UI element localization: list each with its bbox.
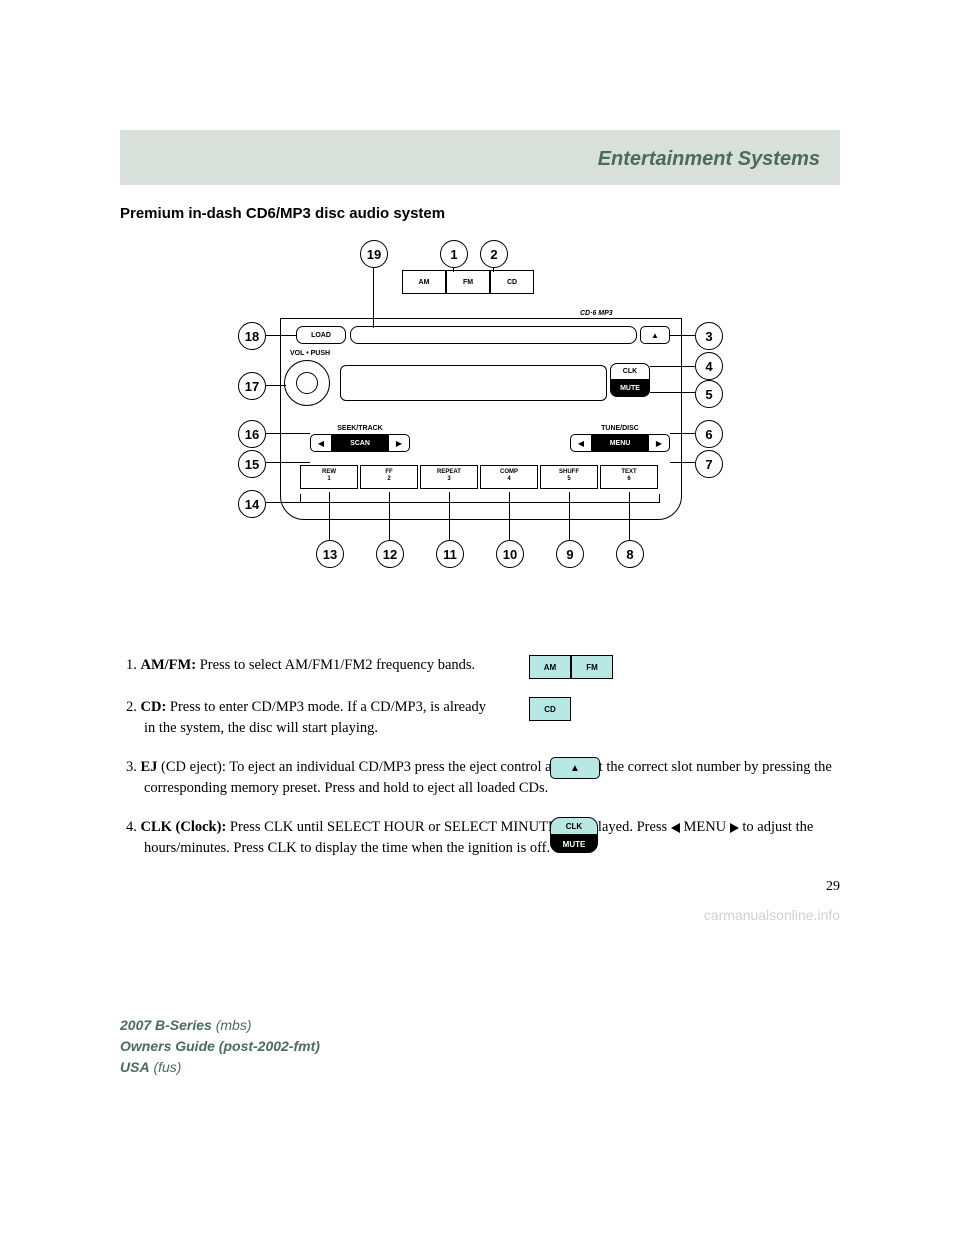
diagram-cd-button: CD — [490, 270, 534, 294]
list-item-2: 2. CD: Press to enter CD/MP3 mode. If a … — [120, 697, 840, 739]
diagram-seek-label: SEEK/TRACK — [310, 425, 410, 432]
callout-15: 15 — [238, 450, 266, 478]
callout-6: 6 — [695, 420, 723, 448]
diagram-preset-4: COMP4 — [480, 465, 538, 489]
diagram-tune-label: TUNE/DISC — [570, 425, 670, 432]
callout-2: 2 — [480, 240, 508, 268]
item-number: 4. — [126, 819, 137, 835]
callout-13: 13 — [316, 540, 344, 568]
footer-model: 2007 B-Series — [120, 1017, 212, 1033]
diagram-preset-bracket — [300, 494, 660, 503]
callout-5: 5 — [695, 380, 723, 408]
radio-body — [280, 318, 682, 520]
diagram-scan-button: SCAN — [332, 435, 388, 451]
list-item-4: 4. CLK (Clock): Press CLK until SELECT H… — [120, 817, 840, 859]
callout-18: 18 — [238, 322, 266, 350]
callout-17: 17 — [238, 372, 266, 400]
list-item-1: 1. AM/FM: Press to select AM/FM1/FM2 fre… — [120, 655, 840, 679]
item-number: 3. — [126, 759, 137, 775]
footer-region-code: (fus) — [150, 1059, 182, 1075]
diagram-display — [340, 365, 607, 401]
item-text: (CD eject): To eject an individual CD/MP… — [144, 759, 832, 796]
radio-diagram: AM FM CD CD·6 MP3 LOAD ▲ VOL • PUSH CLK … — [120, 240, 840, 605]
item-label: CD: — [141, 699, 167, 715]
callout-16: 16 — [238, 420, 266, 448]
diagram-preset-5: SHUFF5 — [540, 465, 598, 489]
right-arrow-icon — [730, 823, 739, 833]
left-arrow-icon — [671, 823, 680, 833]
diagram-preset-3: REPEAT3 — [420, 465, 478, 489]
cd-icon: CD — [529, 697, 571, 721]
eject-icon: ▲ — [550, 757, 600, 779]
footer: 2007 B-Series (mbs) Owners Guide (post-2… — [0, 955, 960, 1138]
clk-icon-btn: CLK — [550, 817, 598, 835]
diagram-clk-button: CLK — [610, 363, 650, 380]
callout-7: 7 — [695, 450, 723, 478]
amfm-icon: AM FM — [529, 655, 840, 679]
watermark: carmanualsonline.info — [704, 907, 840, 923]
list-item-3: 3. EJ (CD eject): To eject an individual… — [120, 757, 840, 799]
callout-14: 14 — [238, 490, 266, 518]
item-number: 2. — [126, 699, 137, 715]
diagram-vol-knob-inner — [296, 372, 318, 394]
diagram-preset-2: FF2 — [360, 465, 418, 489]
item-text: Press to enter CD/MP3 mode. If a CD/MP3,… — [144, 699, 486, 736]
diagram-menu-button: MENU — [592, 435, 648, 451]
callout-11: 11 — [436, 540, 464, 568]
diagram-eject-button: ▲ — [640, 326, 670, 344]
fm-icon-btn: FM — [571, 655, 613, 679]
am-icon-btn: AM — [529, 655, 571, 679]
diagram-am-button: AM — [402, 270, 446, 294]
callout-9: 9 — [556, 540, 584, 568]
item-number: 1. — [126, 657, 137, 673]
callout-12: 12 — [376, 540, 404, 568]
diagram-logo: CD·6 MP3 — [580, 310, 613, 317]
callout-8: 8 — [616, 540, 644, 568]
diagram-fm-button: FM — [446, 270, 490, 294]
callout-1: 1 — [440, 240, 468, 268]
callout-10: 10 — [496, 540, 524, 568]
callout-19: 19 — [360, 240, 388, 268]
diagram-preset-6: TEXT6 — [600, 465, 658, 489]
footer-region: USA — [120, 1059, 150, 1075]
diagram-cd-slot — [350, 326, 637, 344]
diagram-tune-right: ▶ — [648, 435, 669, 451]
page-number: 29 — [120, 879, 840, 895]
diagram-preset-1: REW1 — [300, 465, 358, 489]
callout-3: 3 — [695, 322, 723, 350]
diagram-tune-left: ◀ — [571, 435, 592, 451]
diagram-seek-right: ▶ — [388, 435, 409, 451]
diagram-load-button: LOAD — [296, 326, 346, 344]
diagram-mute-button: MUTE — [610, 380, 650, 397]
page-header-title: Entertainment Systems — [140, 148, 820, 171]
item-label: EJ — [141, 759, 158, 775]
diagram-seek-left: ◀ — [311, 435, 332, 451]
item-text-b: MENU — [680, 819, 730, 835]
footer-model-code: (mbs) — [212, 1017, 252, 1033]
mute-icon-btn: MUTE — [550, 835, 598, 853]
diagram-vol-label: VOL • PUSH — [290, 350, 330, 357]
item-label: CLK (Clock): — [141, 819, 227, 835]
section-title: Premium in-dash CD6/MP3 disc audio syste… — [120, 205, 840, 222]
clkmute-icon: CLK MUTE — [550, 817, 598, 853]
item-text-a: Press CLK until SELECT HOUR or SELECT MI… — [226, 819, 671, 835]
item-label: AM/FM: — [141, 657, 197, 673]
header-bar: Entertainment Systems — [120, 130, 840, 185]
footer-guide: Owners Guide (post-2002-fmt) — [120, 1038, 320, 1054]
item-text: Press to select AM/FM1/FM2 frequency ban… — [196, 657, 475, 673]
callout-4: 4 — [695, 352, 723, 380]
